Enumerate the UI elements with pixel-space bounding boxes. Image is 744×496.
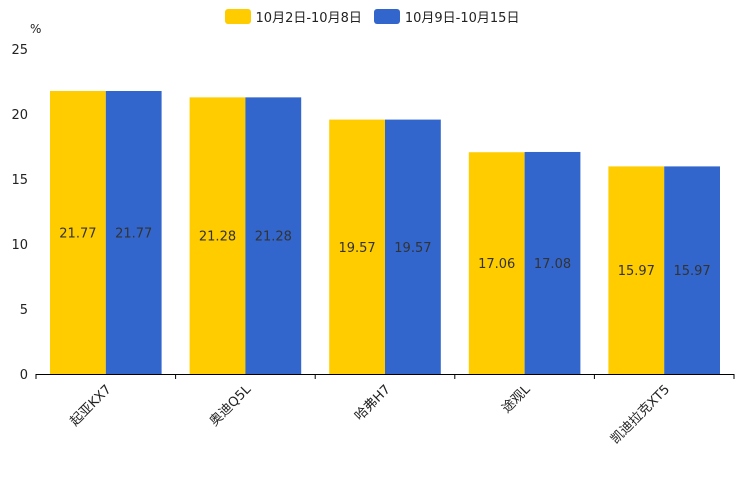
bar[interactable] [608,166,665,374]
legend-swatch [373,9,400,24]
data-label: 15.97 [673,264,710,279]
data-label: 19.57 [394,241,431,256]
x-tick-label: 哈弗H7 [352,382,394,424]
bar[interactable] [50,90,106,375]
y-tick-label: 20 [11,108,28,123]
data-label: 17.08 [534,257,571,272]
data-label: 21.77 [115,226,152,241]
bar[interactable] [468,152,525,374]
x-tick-label: 起亚KX7 [67,382,114,429]
y-tick-label: 5 [20,303,28,318]
bar[interactable] [245,97,302,375]
data-label: 19.57 [338,241,375,256]
y-tick-label: 15 [11,173,28,188]
data-label: 21.28 [255,230,292,245]
data-label: 15.97 [618,264,655,279]
bar[interactable] [664,166,720,374]
y-tick-label: 0 [20,368,28,383]
data-label: 17.06 [478,257,515,272]
x-tick-label: 凯迪拉克XT5 [608,382,673,447]
legend-label: 10月9日-10月15日 [404,11,520,26]
bar[interactable] [329,119,385,374]
legend-item-series-1[interactable]: 10月2日-10月8日 [224,7,362,26]
legend-swatch [224,9,251,24]
bar[interactable] [385,119,441,374]
x-tick-label: 途观L [499,381,534,416]
y-tick-label: 10 [11,238,28,253]
legend-item-series-2[interactable]: 10月9日-10月15日 [373,7,520,26]
legend-label: 10月2日-10月8日 [255,11,362,26]
legend: 10月2日-10月8日 10月9日-10月15日 [0,7,744,26]
y-unit-label: % [30,22,41,36]
x-tick-label: 奥迪Q5L [207,382,255,430]
y-tick-label: 25 [11,43,28,58]
bar[interactable] [105,90,162,375]
bar[interactable] [524,151,581,374]
data-label: 21.77 [59,226,96,241]
bar[interactable] [189,97,246,375]
data-label: 21.28 [199,230,236,245]
